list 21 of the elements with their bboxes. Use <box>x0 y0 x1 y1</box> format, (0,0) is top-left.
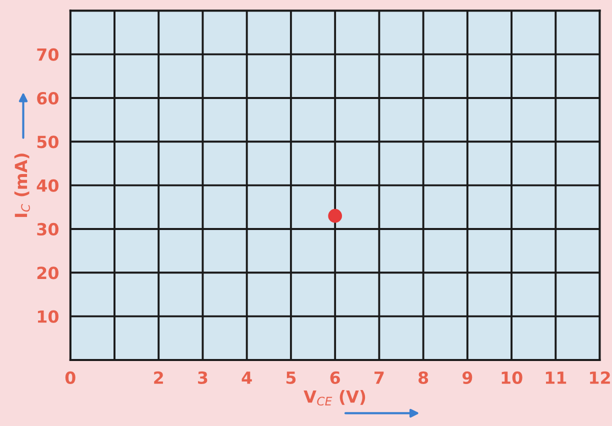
y-tick-label: 40 <box>36 179 58 192</box>
y-tick-label: 50 <box>37 136 58 148</box>
y-tick-label: 10 <box>38 310 58 323</box>
x-tick-label: 5 <box>286 372 296 384</box>
x-tick-label: 12 <box>590 371 610 384</box>
x-tick-label: 10 <box>502 371 522 384</box>
x-tick-label: 3 <box>198 371 208 384</box>
y-tick-label: 30 <box>37 222 58 236</box>
y-tick-label: 70 <box>37 48 58 61</box>
x-tick-label: 8 <box>418 371 428 384</box>
y-tick-label: 20 <box>37 266 58 280</box>
x-tick-label: 2 <box>154 371 163 384</box>
x-axis-title: V$_{CE}$ (V) <box>304 390 366 406</box>
x-tick-label: 11 <box>546 372 566 384</box>
x-tick-label: 6 <box>330 371 340 384</box>
x-tick-label: 7 <box>374 372 384 384</box>
y-axis-title: I$_{C}$ (mA) <box>14 154 30 217</box>
x-tick-label: 4 <box>242 372 252 384</box>
x-tick-label: 9 <box>462 371 472 384</box>
x-tick-label: 0 <box>65 371 76 384</box>
y-tick-label: 60 <box>37 92 58 105</box>
